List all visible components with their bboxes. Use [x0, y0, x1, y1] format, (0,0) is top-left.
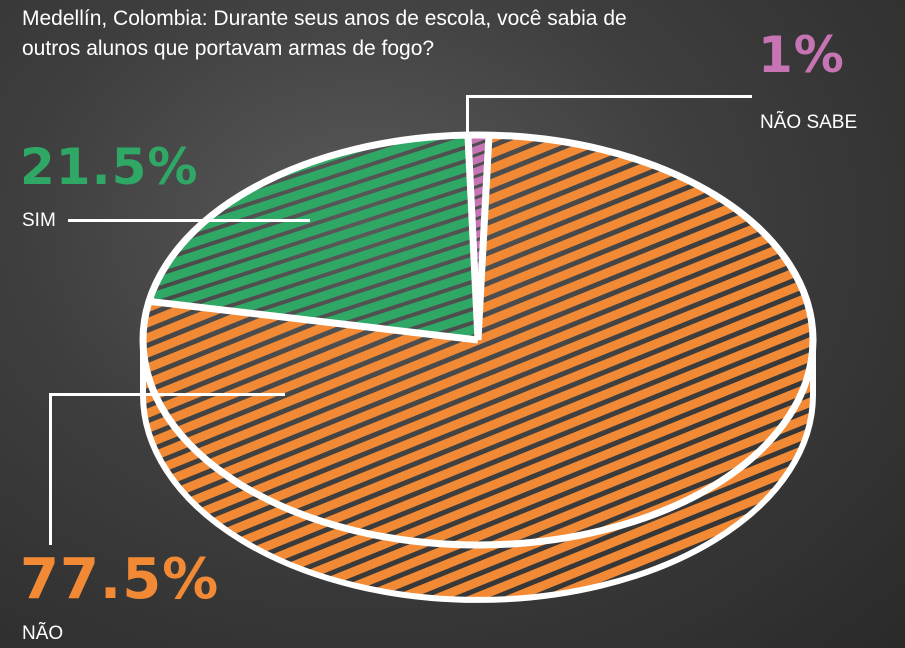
slice-nao-percent: 77.5%	[20, 547, 220, 612]
slice-sim	[149, 135, 478, 340]
pie-side-edge	[140, 340, 816, 603]
slice-sim-leader	[68, 219, 310, 222]
slice-nao-sabe-leader-h	[467, 95, 752, 98]
slice-nao-leader-v	[49, 393, 52, 545]
slice-nao-sabe-label: NÃO SABE	[760, 112, 858, 133]
slice-sim-label: SIM	[22, 210, 56, 231]
slice-nao-label: NÃO	[22, 623, 64, 644]
pie-3d-side	[140, 340, 816, 603]
slice-sim-percent: 21.5%	[20, 138, 199, 196]
chart-title: Medellín, Colombia: Durante seus anos de…	[22, 7, 627, 60]
slice-nao-sabe-leader-v	[466, 95, 469, 155]
slice-divider	[464, 134, 482, 341]
pie-side-band	[143, 340, 813, 600]
pie-rim	[139, 131, 817, 549]
slice-nao	[143, 135, 814, 545]
slice-nao-leader-h	[50, 393, 285, 396]
slice-divider	[148, 297, 479, 344]
slice-nao-sabe-percent: 1%	[758, 26, 845, 84]
pie-outline	[139, 131, 817, 549]
slice-divider	[474, 134, 493, 341]
